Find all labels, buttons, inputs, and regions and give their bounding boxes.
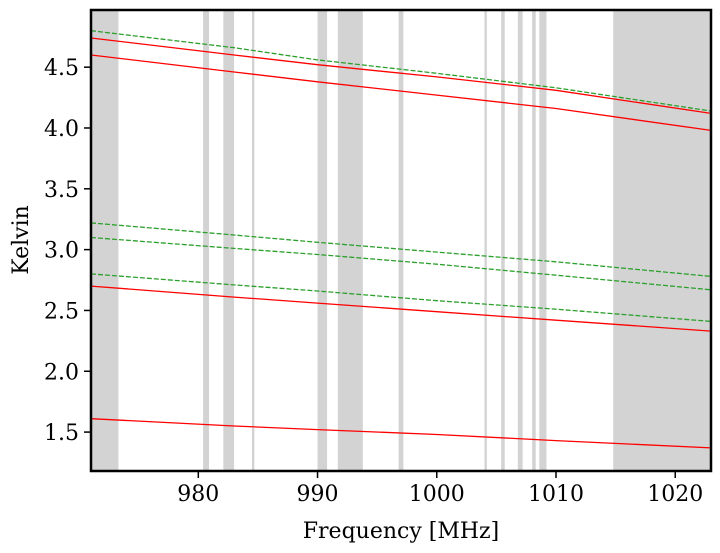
x-tick-label-4: 1020 <box>647 482 703 507</box>
masked-band-8 <box>501 10 505 471</box>
y-tick-label-6: 4.5 <box>44 56 79 81</box>
series-line-7 <box>91 273 711 323</box>
x-axis-ticks: 980 990 1000 1010 1020 <box>177 471 703 507</box>
masked-band-0 <box>91 10 119 471</box>
series-line-3 <box>91 418 711 449</box>
y-tick-label-2: 2.5 <box>44 299 79 324</box>
masked-band-7 <box>484 10 487 471</box>
y-tick-label-0: 1.5 <box>44 421 79 446</box>
series-line-5 <box>91 222 711 278</box>
y-axis-ticks: 1.5 2.0 2.5 3.0 3.5 4.0 4.5 <box>44 56 91 446</box>
series-line-6 <box>91 236 711 291</box>
series-group <box>91 30 711 449</box>
masked-band-3 <box>251 10 255 471</box>
plot-frame <box>89 8 713 473</box>
masked-band-2 <box>223 10 235 471</box>
series-line-1 <box>91 54 711 132</box>
x-tick-label-1: 990 <box>297 482 339 507</box>
y-tick-label-5: 4.0 <box>44 117 79 142</box>
masked-band-6 <box>398 10 404 471</box>
masked-band-5 <box>337 10 363 471</box>
series-line-2 <box>91 285 711 332</box>
masked-bands <box>91 10 711 471</box>
series-line-0 <box>91 37 711 115</box>
masked-band-9 <box>517 10 523 471</box>
y-tick-label-3: 3.0 <box>44 239 79 264</box>
x-tick-label-2: 1000 <box>409 482 465 507</box>
y-axis-label: Kelvin <box>9 205 34 275</box>
masked-band-11 <box>539 10 547 471</box>
series-line-4 <box>91 30 711 112</box>
masked-band-1 <box>203 10 210 471</box>
masked-band-10 <box>532 10 536 471</box>
x-tick-label-3: 1010 <box>528 482 584 507</box>
y-tick-label-4: 3.5 <box>44 178 79 203</box>
x-tick-label-0: 980 <box>177 482 219 507</box>
masked-band-4 <box>317 10 328 471</box>
masked-band-12 <box>613 10 711 471</box>
y-tick-label-1: 2.0 <box>44 360 79 385</box>
x-axis-label: Frequency [MHz] <box>303 519 499 544</box>
